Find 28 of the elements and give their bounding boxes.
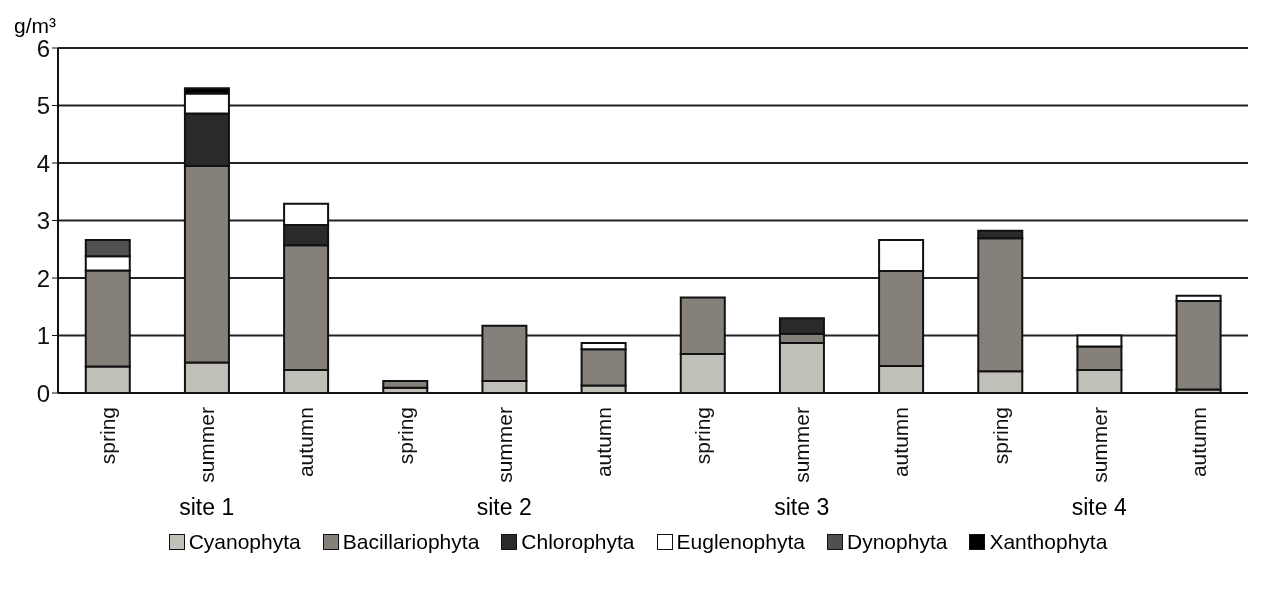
text: site 3 (773, 494, 831, 521)
x-tick-label: autumn (889, 407, 913, 478)
x-tick-label: spring (988, 407, 1012, 465)
legend-label: Xanthophyta (988, 530, 1108, 554)
text: site 2 (475, 494, 533, 521)
text: site 1 (178, 494, 236, 521)
x-tick-label: summer (1087, 407, 1111, 483)
x-tick-label: spring (96, 407, 120, 465)
x-tick-label: spring (691, 407, 715, 465)
x-tick-label: summer (790, 407, 814, 483)
x-tick-label: autumn (1186, 407, 1210, 478)
legend-label: Chlorophyta (520, 530, 635, 554)
y-tick-label: 2 (36, 264, 50, 292)
legend-label: Euglenophyta (675, 530, 805, 554)
legend-label: Bacillariophyta (341, 530, 480, 554)
x-tick-label: spring (393, 407, 417, 465)
x-tick-label: summer (492, 407, 516, 483)
y-tick-label: 0 (36, 379, 50, 407)
text: site 4 (1070, 494, 1128, 521)
legend-label: Dynophyta (846, 530, 948, 554)
legend-label: Cyanophyta (187, 530, 301, 554)
y-tick-label: 3 (36, 207, 50, 235)
x-tick-label: summer (195, 407, 219, 483)
x-tick-label: autumn (294, 407, 318, 478)
y-tick-label: 5 (36, 92, 50, 120)
y-tick-label: 4 (36, 149, 50, 177)
y-tick-label: 1 (36, 322, 50, 350)
x-tick-label: autumn (591, 407, 615, 478)
